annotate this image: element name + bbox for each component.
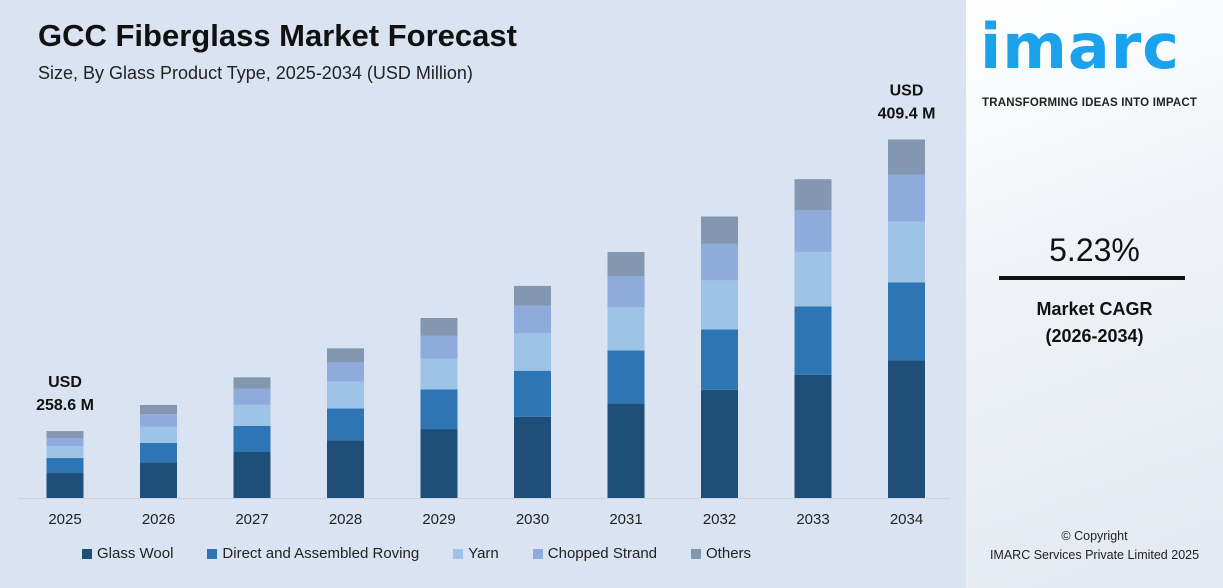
imarc-logo: imarc <box>980 10 1181 83</box>
bar-segment-chopped-strand-2030 <box>514 305 551 334</box>
bar-segment-chopped-strand-2026 <box>140 414 177 427</box>
legend-label: Yarn <box>468 545 499 562</box>
bar-segment-glass-wool-2029 <box>420 429 458 498</box>
bar-segment-chopped-strand-2029 <box>420 335 458 359</box>
bar-segment-others-2030 <box>514 285 551 306</box>
x-tick-label: 2025 <box>48 511 81 528</box>
bar-segment-glass-wool-2025 <box>46 473 84 498</box>
bar-segment-direct-and-assembled-roving-2028 <box>327 408 364 441</box>
bar-segment-chopped-strand-2031 <box>607 276 645 308</box>
legend-item: Chopped Strand <box>532 545 658 562</box>
cagr-period: (2026-2034) <box>1045 326 1144 346</box>
bar-segment-glass-wool-2034 <box>888 360 925 498</box>
bar-segment-direct-and-assembled-roving-2033 <box>794 306 832 375</box>
bar-segment-yarn-2029 <box>420 358 458 390</box>
bar-segment-chopped-strand-2032 <box>701 243 738 281</box>
legend-swatch <box>691 548 702 559</box>
bar-segment-yarn-2031 <box>607 307 645 351</box>
bar-segment-chopped-strand-2033 <box>794 210 832 252</box>
legend: Glass Wool Direct and Assembled Roving Yar… <box>82 545 785 562</box>
bar-segment-yarn-2028 <box>327 381 364 409</box>
bar-segment-glass-wool-2032 <box>701 389 738 498</box>
bar-segment-direct-and-assembled-roving-2031 <box>607 350 645 404</box>
tagline: TRANSFORMING IDEAS INTO IMPACT <box>982 97 1198 109</box>
x-tick-label: 2026 <box>142 511 175 528</box>
bar-segment-direct-and-assembled-roving-2032 <box>701 329 738 390</box>
bar-segment-others-2028 <box>327 348 364 363</box>
cagr-value: 5.23% <box>1049 232 1140 268</box>
bar-segment-glass-wool-2026 <box>140 462 177 498</box>
x-tick-label: 2027 <box>235 511 268 528</box>
x-tick-label: 2028 <box>329 511 362 528</box>
bar-segment-chopped-strand-2025 <box>46 438 84 447</box>
bar-segment-direct-and-assembled-roving-2029 <box>420 389 458 430</box>
x-tick-label: 2033 <box>796 511 829 528</box>
stacked-bar-chart: 2025 USD 258.6 M 2026 2027 2028 2029 2030 2031 20… <box>18 82 950 528</box>
bar-segment-chopped-strand-2028 <box>327 362 364 382</box>
x-tick-label: 2031 <box>609 511 642 528</box>
bar-segment-others-2032 <box>701 216 738 244</box>
x-tick-label: 2030 <box>516 511 549 528</box>
legend-swatch <box>453 548 464 559</box>
bar-segment-others-2026 <box>140 404 177 415</box>
legend-item: Others <box>691 545 751 562</box>
bar-segment-yarn-2032 <box>701 280 738 330</box>
bar-segment-others-2034 <box>888 139 925 175</box>
legend-item: Yarn <box>453 545 499 562</box>
bar-segment-glass-wool-2031 <box>607 403 645 498</box>
legend-label: Chopped Strand <box>547 545 658 562</box>
company-name: IMARC Services Private Limited 2025 <box>989 548 1200 562</box>
bar-segment-direct-and-assembled-roving-2025 <box>46 458 84 474</box>
bar-segment-direct-and-assembled-roving-2026 <box>140 442 177 463</box>
legend-swatch <box>532 548 543 559</box>
legend-swatch <box>82 548 92 559</box>
bar-segment-glass-wool-2028 <box>327 440 364 498</box>
legend-label: Glass Wool <box>97 545 174 562</box>
legend-item: Direct and Assembled Roving <box>207 545 419 562</box>
bar-segment-yarn-2030 <box>514 333 551 371</box>
bar-segment-others-2031 <box>607 252 645 277</box>
bar-segment-chopped-strand-2034 <box>888 174 925 222</box>
bar-segment-others-2027 <box>233 377 271 389</box>
bar-segment-glass-wool-2033 <box>794 374 832 498</box>
bar-segment-yarn-2026 <box>140 426 177 443</box>
chart-title: GCC Fiberglass Market Forecast <box>38 18 517 53</box>
total-label: USD <box>48 374 82 391</box>
cagr-label: Market CAGR (2026-2034) <box>966 296 1223 350</box>
chart-subtitle: Size, By Glass Product Type, 2025-2034 (… <box>38 63 473 83</box>
x-tick-label: 2029 <box>422 511 455 528</box>
total-label: 258.6 M <box>36 397 94 414</box>
bar-segment-yarn-2034 <box>888 221 925 283</box>
bar-segment-chopped-strand-2027 <box>233 388 271 405</box>
total-label: USD <box>890 82 924 99</box>
legend-label: Direct and Assembled Roving <box>222 545 420 562</box>
cagr-label-text: Market CAGR <box>1036 299 1153 319</box>
bar-segment-direct-and-assembled-roving-2027 <box>233 425 271 452</box>
bar-segment-direct-and-assembled-roving-2034 <box>888 282 925 361</box>
bar-segment-yarn-2027 <box>233 404 271 426</box>
legend-swatch <box>207 548 218 559</box>
total-label: 409.4 M <box>878 105 936 122</box>
copyright: © Copyright <box>1061 529 1128 543</box>
legend-label: Others <box>706 545 752 562</box>
bar-segment-others-2029 <box>420 317 458 336</box>
x-tick-label: 2034 <box>890 511 923 528</box>
legend-item: Glass Wool <box>82 545 173 562</box>
bar-segment-glass-wool-2027 <box>233 451 271 498</box>
x-tick-label: 2032 <box>703 511 736 528</box>
bar-segment-direct-and-assembled-roving-2030 <box>514 370 551 417</box>
bar-segment-others-2033 <box>794 179 832 211</box>
bar-segment-yarn-2025 <box>46 446 84 459</box>
info-panel: imarc TRANSFORMING IDEAS INTO IMPACT 5.2… <box>966 0 1223 588</box>
divider <box>999 276 1185 280</box>
chart-panel: GCC Fiberglass Market Forecast Size, By … <box>0 0 966 588</box>
bar-segment-glass-wool-2030 <box>514 416 551 498</box>
bar-segment-others-2025 <box>46 431 84 439</box>
bar-segment-yarn-2033 <box>794 251 832 307</box>
